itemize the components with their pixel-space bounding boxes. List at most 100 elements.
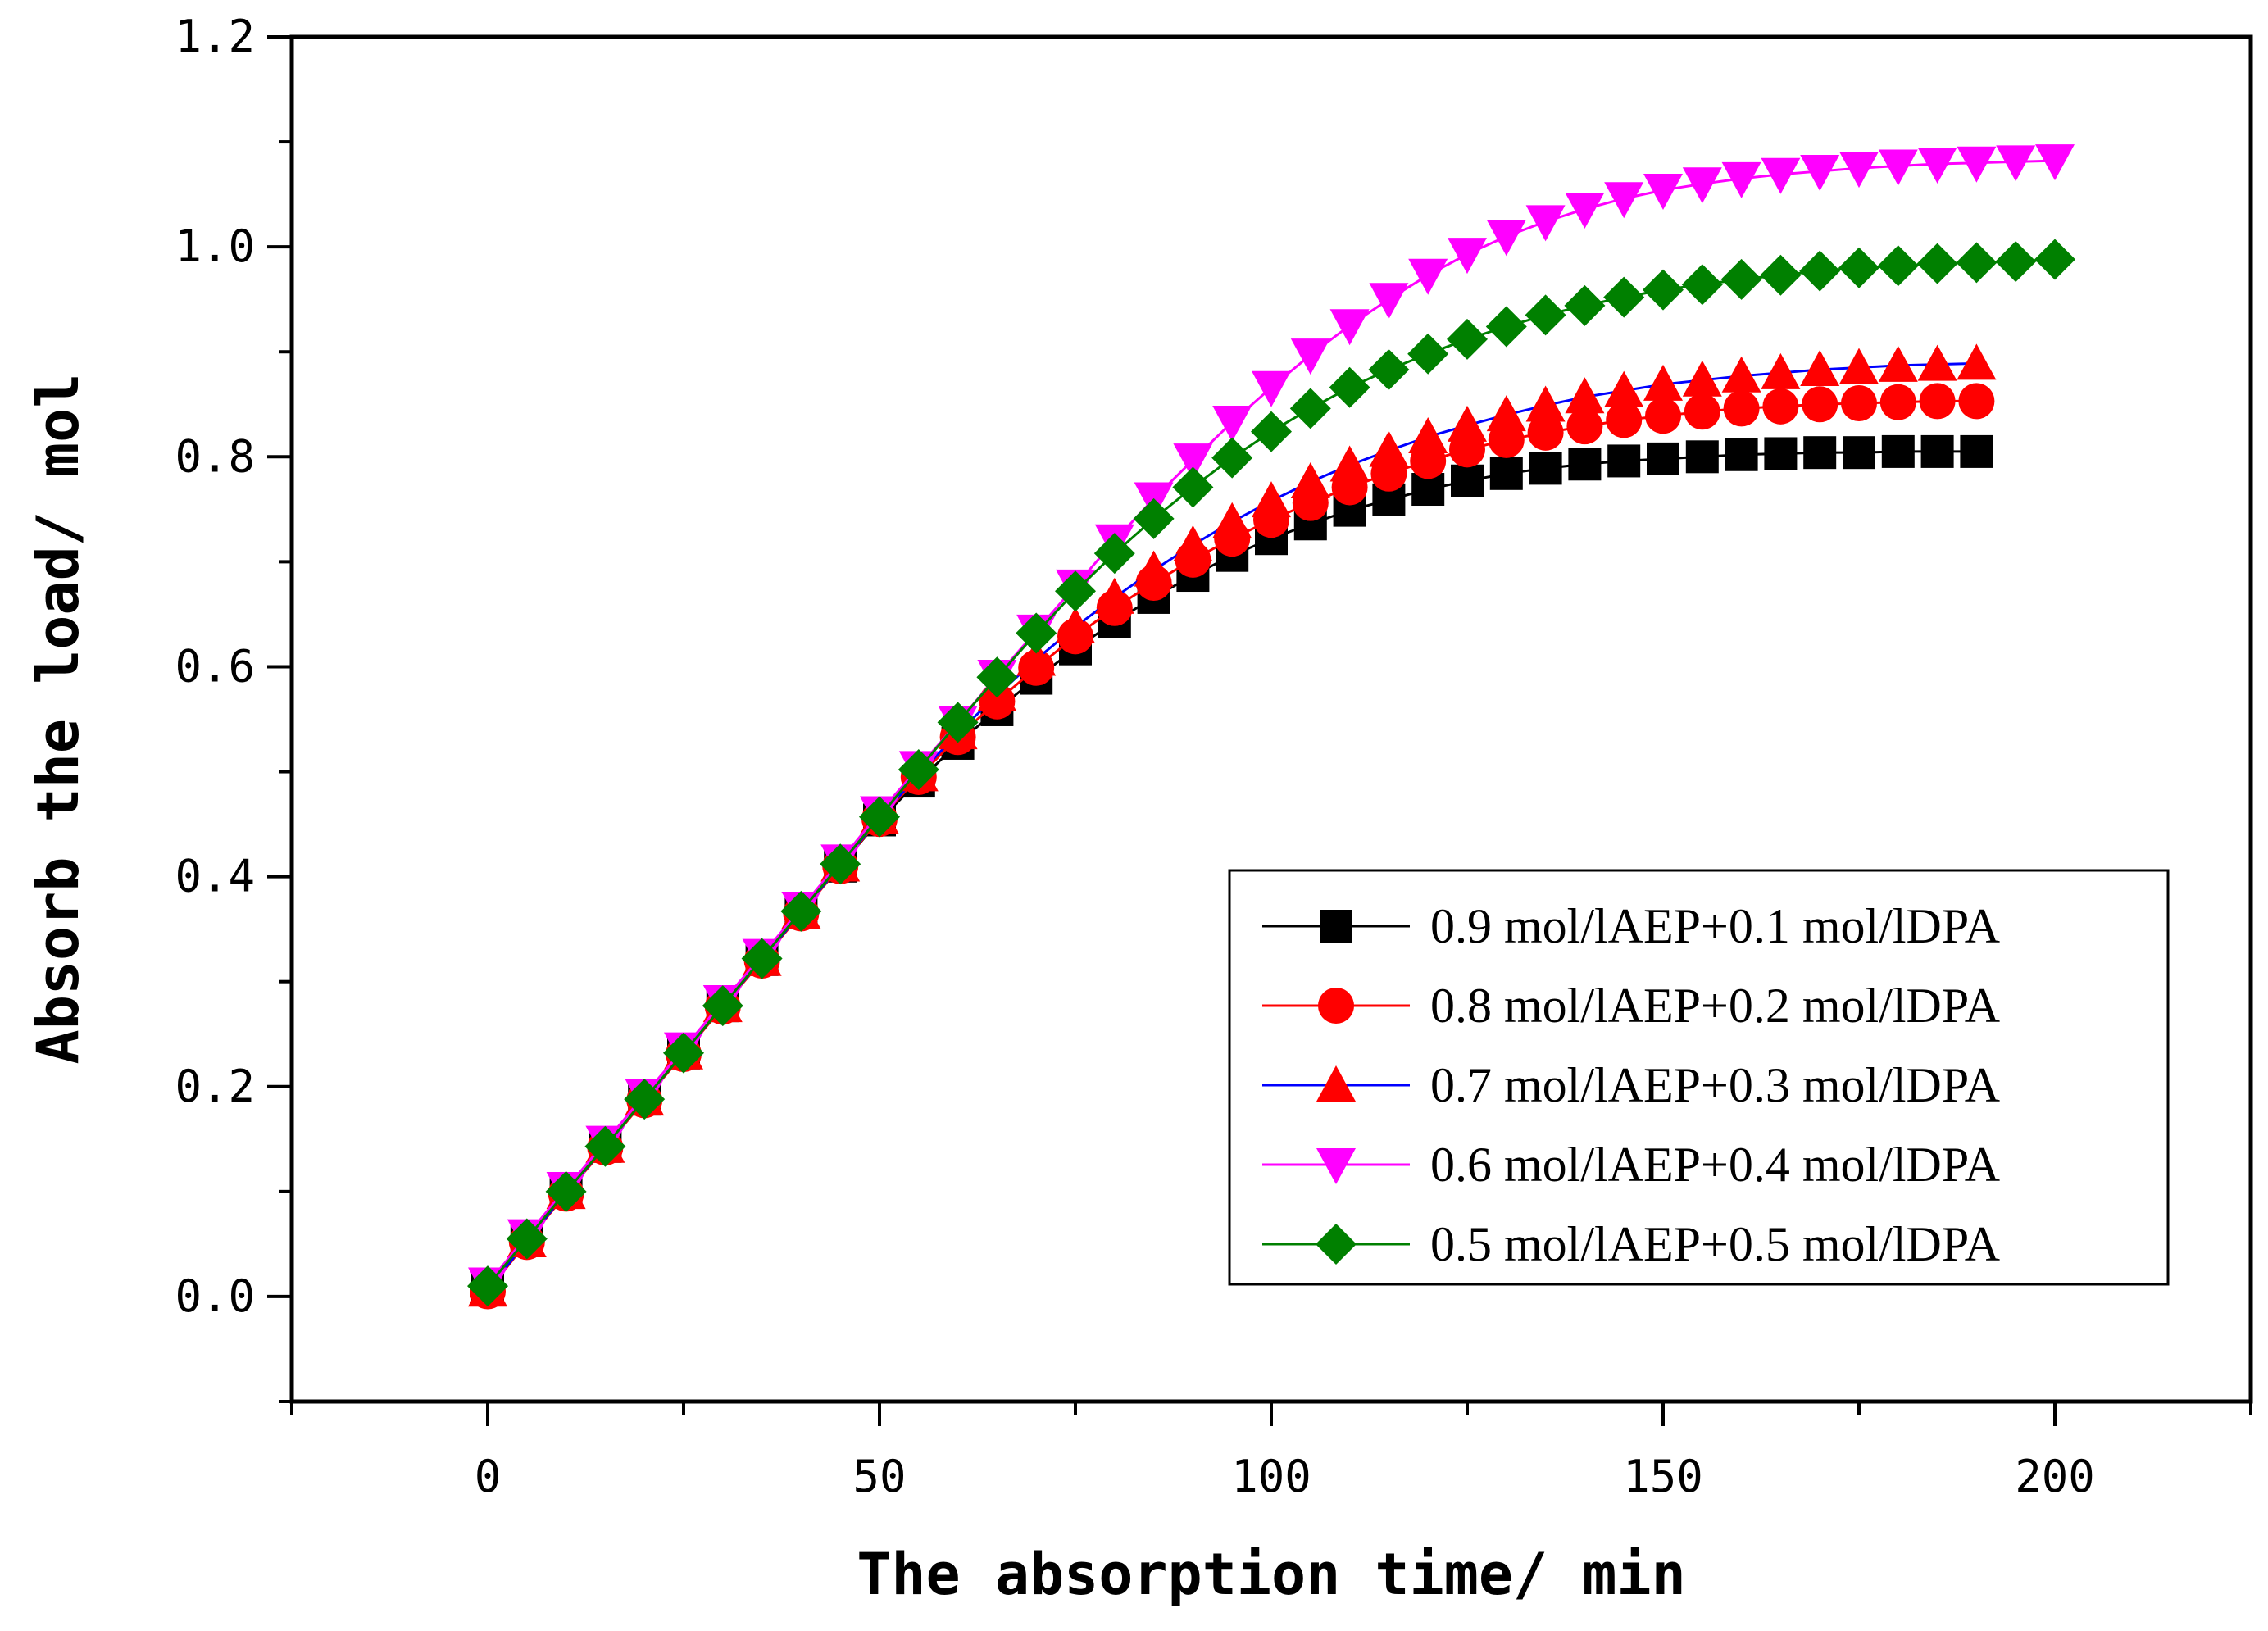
data-point <box>1529 452 1562 485</box>
data-point <box>820 843 861 885</box>
data-point <box>1565 193 1605 229</box>
data-point <box>1289 388 1331 429</box>
data-point <box>1408 258 1448 295</box>
data-point <box>1643 364 1683 401</box>
data-point <box>1451 464 1484 497</box>
x-axis-title: The absorption time/ min <box>857 1541 1685 1608</box>
data-point <box>1684 393 1720 430</box>
data-point <box>1800 350 1840 387</box>
y-axis-title: Absorb the load/ mol <box>25 374 92 1065</box>
data-point <box>1761 352 1801 389</box>
data-point <box>1643 269 1684 311</box>
data-point <box>1643 173 1683 210</box>
data-point <box>780 890 822 932</box>
data-point <box>1329 309 1370 346</box>
y-tick-label: 1.0 <box>175 220 255 272</box>
data-point <box>1878 149 1918 186</box>
data-point <box>1995 241 2037 283</box>
series-layer <box>467 144 2075 1310</box>
legend-label: 0.7 mol/lAEP+0.3 mol/lDPA <box>1430 1058 2000 1112</box>
legend-label: 0.8 mol/lAEP+0.2 mol/lDPA <box>1430 979 2000 1033</box>
y-tick-label: 0.8 <box>175 430 255 482</box>
data-point <box>1803 436 1837 470</box>
data-point <box>1525 205 1566 242</box>
data-point <box>1799 250 1841 292</box>
data-point <box>1725 438 1758 471</box>
data-point <box>1802 386 1838 423</box>
y-axis: 0.0 0.2 0.4 0.6 0.8 1.0 1.2 <box>175 11 292 1403</box>
legend-marker <box>1318 988 1354 1024</box>
data-point <box>1881 434 1915 468</box>
data-point <box>1917 147 1957 184</box>
data-point <box>1957 343 1997 380</box>
data-point <box>1681 264 1723 306</box>
data-point <box>1760 254 1802 296</box>
data-point <box>1956 242 1998 284</box>
legend-label: 0.9 mol/lAEP+0.1 mol/lDPA <box>1430 899 2000 953</box>
data-point <box>1604 182 1644 219</box>
data-point <box>1843 436 1875 470</box>
legend-marker <box>1316 1148 1356 1184</box>
data-point <box>702 985 743 1027</box>
data-point <box>1566 408 1603 445</box>
legend-box <box>1228 869 2170 1286</box>
legend: 0.9 mol/lAEP+0.1 mol/lDPA 0.8 mol/lAEP+0.… <box>1228 869 2170 1286</box>
data-point <box>663 1032 704 1074</box>
y-tick-label: 0.6 <box>175 640 255 692</box>
data-point <box>1957 146 1997 183</box>
data-point <box>1761 157 1801 194</box>
data-point <box>1920 434 1954 468</box>
data-point <box>1016 639 1057 676</box>
data-point <box>1448 238 1487 275</box>
data-point <box>1527 414 1564 451</box>
data-point <box>1368 349 1410 391</box>
data-point <box>1762 388 1799 425</box>
data-point <box>1407 333 1449 375</box>
y-tick-label: 0.4 <box>175 851 255 902</box>
data-point <box>1094 577 1134 614</box>
data-point <box>624 1079 666 1120</box>
data-point <box>1133 497 1175 539</box>
data-point <box>1839 348 1879 384</box>
legend-label: 0.6 mol/lAEP+0.4 mol/lDPA <box>1430 1138 2000 1192</box>
data-point <box>1685 440 1719 474</box>
data-point <box>545 1170 587 1212</box>
legend-label: 0.5 mol/lAEP+0.5 mol/lDPA <box>1430 1217 2000 1271</box>
data-point <box>1016 612 1057 654</box>
data-point <box>1369 430 1409 467</box>
data-point <box>1173 443 1213 480</box>
data-point <box>1290 462 1330 499</box>
data-point <box>467 1265 508 1307</box>
legend-marker <box>1316 1065 1356 1102</box>
data-point <box>1485 306 1527 348</box>
x-axis: 0 50 100 150 200 <box>290 1402 2252 1502</box>
data-point <box>1489 457 1523 490</box>
data-point <box>1173 525 1213 561</box>
x-tick-label: 100 <box>1231 1451 1311 1502</box>
data-point <box>1917 344 1957 381</box>
data-point <box>1212 406 1252 443</box>
data-point <box>1604 370 1644 407</box>
data-point <box>1721 356 1761 393</box>
data-point <box>1606 402 1643 438</box>
data-point <box>584 1125 626 1167</box>
data-point <box>1564 284 1606 326</box>
data-point <box>1056 607 1095 643</box>
data-point <box>1172 466 1214 508</box>
data-point <box>1369 283 1409 320</box>
data-point <box>506 1218 548 1260</box>
data-point <box>1329 445 1370 482</box>
x-tick-label: 200 <box>2015 1451 2095 1502</box>
data-point <box>1134 550 1174 587</box>
data-point <box>1879 384 1916 420</box>
data-point <box>1878 345 1918 382</box>
data-point <box>1723 390 1760 427</box>
data-point <box>937 702 979 743</box>
x-tick-label: 50 <box>852 1451 906 1502</box>
data-point <box>1607 444 1641 478</box>
data-point <box>1682 167 1722 204</box>
data-point <box>1682 360 1722 397</box>
data-point <box>1960 434 1993 468</box>
data-point <box>1055 570 1096 612</box>
